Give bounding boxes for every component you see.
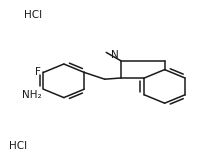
Text: HCl: HCl [9,141,27,151]
Text: N: N [111,50,119,60]
Text: HCl: HCl [24,10,42,20]
Text: F: F [35,67,41,77]
Text: NH₂: NH₂ [22,91,41,100]
